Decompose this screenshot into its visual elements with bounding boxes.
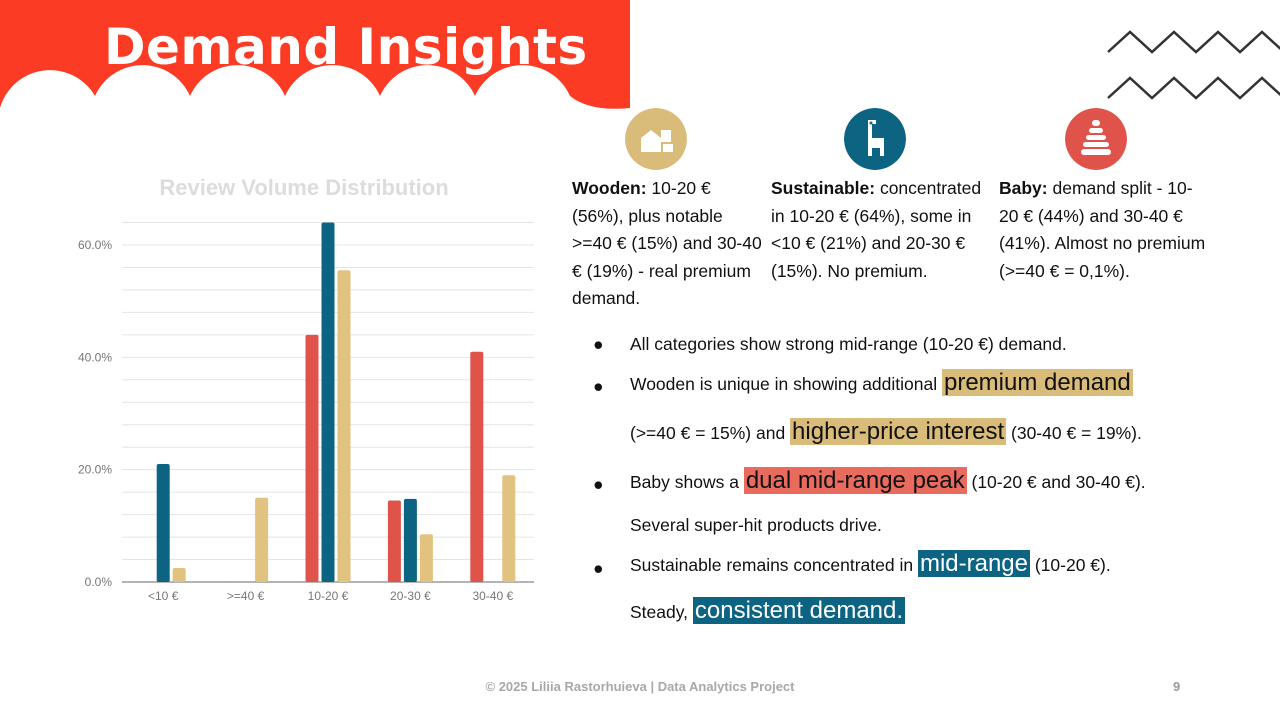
text: (>=40 € = 15%) and <box>630 423 791 443</box>
bar <box>403 498 417 582</box>
bar <box>156 464 170 582</box>
bullet-4-line-1: Sustainable remains concentrated in mid-… <box>630 550 1111 578</box>
category-name: Wooden: <box>572 178 647 198</box>
category-text: concentrated in 10-20 € (64%), some in <… <box>771 178 982 281</box>
bullet-4-line-2: Steady, consistent demand. <box>630 597 906 625</box>
giraffe-toy-icon <box>844 108 906 175</box>
bar <box>337 270 351 582</box>
page-number: 9 <box>1173 679 1181 694</box>
category-name: Baby: <box>999 178 1048 198</box>
zigzag-decoration <box>1107 30 1280 100</box>
wooden-summary: Wooden: 10-20 € (56%), plus notable >=40… <box>572 175 762 313</box>
chart-title: Review Volume Distribution <box>159 175 448 200</box>
x-tick-label: 20-30 € <box>390 589 431 603</box>
text: Steady, <box>630 602 693 622</box>
bullet-dot: ● <box>593 474 604 494</box>
y-tick-label: 20.0% <box>78 463 112 477</box>
highlight-higher-price-interest: higher-price interest <box>790 418 1007 445</box>
x-tick-label: <10 € <box>148 589 179 603</box>
y-tick-label: 60.0% <box>78 238 112 252</box>
bullet-dot: ● <box>593 558 604 578</box>
bar <box>502 475 516 582</box>
y-tick-label: 0.0% <box>85 575 113 589</box>
bullet-1: All categories show strong mid-range (10… <box>630 334 1067 354</box>
bar <box>321 222 335 582</box>
x-tick-label: >=40 € <box>227 589 265 603</box>
bullet-dot: ● <box>593 376 604 396</box>
text: Wooden is unique in showing additional <box>630 374 942 394</box>
x-tick-label: 30-40 € <box>472 589 513 603</box>
bar <box>305 334 319 582</box>
bar <box>419 534 433 582</box>
highlight-premium-demand: premium demand <box>941 369 1133 396</box>
page-title: Demand Insights <box>104 18 588 76</box>
footer-copyright: © 2025 Liliia Rastorhuieva | Data Analyt… <box>485 679 795 694</box>
bar <box>387 500 401 582</box>
highlight-consistent-demand: consistent demand. <box>692 597 906 624</box>
bullet-3-line-2: Several super-hit products drive. <box>630 515 882 535</box>
wooden-blocks-icon <box>625 108 687 175</box>
text: (10-20 €). <box>1030 555 1111 575</box>
highlight-dual-peak: dual mid-range peak <box>743 467 967 494</box>
bullet-2-line-1: Wooden is unique in showing additional p… <box>630 369 1133 397</box>
title-banner <box>0 0 630 109</box>
category-name: Sustainable: <box>771 178 876 198</box>
x-tick-label: 10-20 € <box>308 589 349 603</box>
text: (10-20 € and 30-40 €). <box>966 472 1146 492</box>
bar <box>172 567 186 582</box>
highlight-mid-range: mid-range <box>917 550 1030 577</box>
bullet-2-line-2: (>=40 € = 15%) and higher-price interest… <box>630 418 1142 446</box>
baby-summary: Baby: demand split - 10-20 € (44%) and 3… <box>999 175 1209 285</box>
sustainable-summary: Sustainable: concentrated in 10-20 € (64… <box>771 175 987 285</box>
review-volume-chart: Review Volume Distribution 0.0% 20.0% 40.0… <box>78 175 534 603</box>
bar <box>470 351 484 582</box>
text: (30-40 € = 19%). <box>1006 423 1142 443</box>
category-text: 10-20 € (56%), plus notable >=40 € (15%)… <box>572 178 762 308</box>
bar <box>223 581 237 582</box>
bullet-dot: ● <box>593 334 604 354</box>
stacking-rings-icon <box>1065 108 1127 175</box>
bullet-3-line-1: Baby shows a dual mid-range peak (10-20 … <box>630 467 1146 495</box>
category-text: demand split - 10-20 € (44%) and 30-40 €… <box>999 178 1206 281</box>
text: Baby shows a <box>630 472 744 492</box>
y-tick-label: 40.0% <box>78 350 112 364</box>
text: Sustainable remains concentrated in <box>630 555 918 575</box>
bar <box>255 497 269 582</box>
